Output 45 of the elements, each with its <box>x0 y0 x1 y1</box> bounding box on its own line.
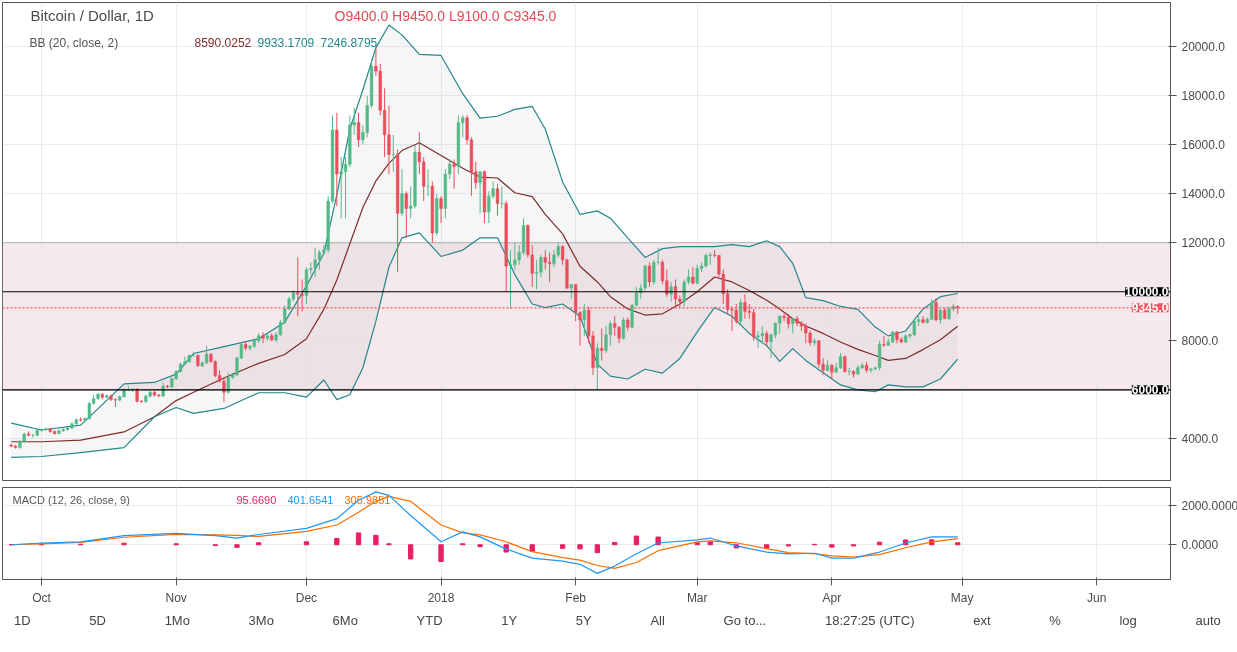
x-tick-label: Oct <box>32 590 52 605</box>
y-tick-label: 2000.0000 <box>1181 498 1237 513</box>
y-tick-label: 4000.0 <box>1181 432 1219 447</box>
ref-line-label: 9345.0 <box>1131 301 1169 316</box>
x-tick-label: Apr <box>822 590 842 605</box>
text: 6Mo <box>332 612 358 630</box>
x-tick-label: Jun <box>1087 590 1107 605</box>
ref-line-label: 10000.0 <box>1125 285 1169 300</box>
x-tick-label: May <box>950 590 974 605</box>
text: 1Y <box>501 612 518 630</box>
y-tick-label: 20000.0 <box>1181 40 1226 55</box>
text: log <box>1119 612 1137 630</box>
x-tick-label: Nov <box>165 590 187 605</box>
text: % <box>1049 612 1061 630</box>
annotation: O9400.0 H9450.0 L9100.0 C9345.0 <box>334 7 557 24</box>
text: YTD <box>416 612 443 630</box>
annotation: 7246.8795 <box>320 36 378 50</box>
x-tick-label: Dec <box>295 590 318 605</box>
text: auto <box>1195 612 1221 630</box>
y-tick-label: 18000.0 <box>1181 89 1226 104</box>
annotation: 9933.1709 <box>257 36 315 50</box>
annotation: 95.6690 <box>236 493 277 506</box>
y-tick-label: 8000.0 <box>1181 334 1219 349</box>
text: 5D <box>89 612 106 630</box>
y-tick-label: 16000.0 <box>1181 138 1226 153</box>
ref-line-label: 6000.0 <box>1131 383 1169 398</box>
x-tick-label: Mar <box>686 590 708 605</box>
annotation: 8590.0252 <box>194 36 252 50</box>
y-tick-label: 14000.0 <box>1181 187 1226 202</box>
text: ext <box>973 612 991 630</box>
text: 1Mo <box>164 612 190 630</box>
text: 5Y <box>575 612 592 630</box>
annotation: 401.6541 <box>287 493 334 506</box>
annotation: MACD (12, 26, close, 9) <box>12 493 130 506</box>
annotation: BB (20, close, 2) <box>29 35 119 50</box>
chart-title: Bitcoin / Dollar, 1D <box>30 7 155 24</box>
text: 18:27:25 (UTC) <box>824 612 915 630</box>
y-tick-label: 0.0000 <box>1181 538 1219 553</box>
text: All <box>650 612 665 630</box>
x-tick-label: 2018 <box>427 590 455 605</box>
text: Go to... <box>723 612 767 630</box>
text: 1D <box>14 612 31 630</box>
y-tick-label: 12000.0 <box>1181 236 1226 251</box>
text: 3Mo <box>248 612 274 630</box>
x-tick-label: Feb <box>565 590 587 605</box>
